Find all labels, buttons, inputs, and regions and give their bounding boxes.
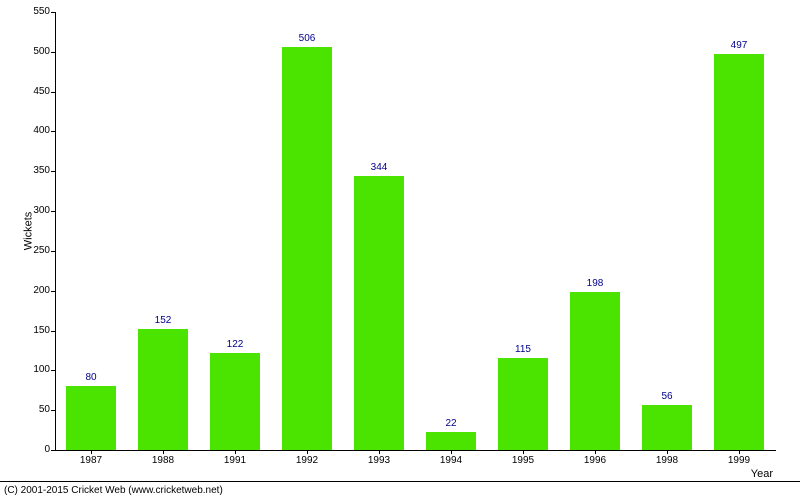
y-tick-mark bbox=[51, 251, 55, 252]
bar-value-label: 497 bbox=[731, 40, 748, 51]
bar-value-label: 122 bbox=[227, 339, 244, 350]
x-tick-label: 1994 bbox=[440, 455, 462, 466]
bar-value-label: 198 bbox=[587, 278, 604, 289]
y-tick-mark bbox=[51, 171, 55, 172]
y-tick-label: 150 bbox=[20, 325, 50, 336]
y-tick-label: 50 bbox=[20, 404, 50, 415]
x-axis-label: Year bbox=[751, 468, 773, 480]
y-tick-mark bbox=[51, 450, 55, 451]
y-tick-mark bbox=[51, 370, 55, 371]
x-tick-mark bbox=[163, 450, 164, 454]
x-tick-mark bbox=[739, 450, 740, 454]
bar bbox=[282, 47, 332, 450]
x-tick-mark bbox=[667, 450, 668, 454]
bar-value-label: 115 bbox=[515, 344, 531, 355]
x-tick-label: 1999 bbox=[728, 455, 750, 466]
y-tick-mark bbox=[51, 331, 55, 332]
y-tick-mark bbox=[51, 291, 55, 292]
y-tick-mark bbox=[51, 131, 55, 132]
y-tick-mark bbox=[51, 92, 55, 93]
bar-value-label: 506 bbox=[299, 33, 316, 44]
y-tick-label: 250 bbox=[20, 245, 50, 256]
y-tick-label: 100 bbox=[20, 364, 50, 375]
bar-value-label: 56 bbox=[661, 391, 672, 402]
y-tick-label: 0 bbox=[20, 444, 50, 455]
x-tick-label: 1992 bbox=[296, 455, 318, 466]
y-tick-label: 350 bbox=[20, 165, 50, 176]
x-tick-mark bbox=[595, 450, 596, 454]
bar bbox=[210, 353, 260, 450]
x-tick-mark bbox=[307, 450, 308, 454]
bar bbox=[426, 432, 476, 450]
x-tick-label: 1987 bbox=[80, 455, 102, 466]
x-tick-mark bbox=[451, 450, 452, 454]
x-tick-label: 1993 bbox=[368, 455, 390, 466]
bar bbox=[66, 386, 116, 450]
bar bbox=[570, 292, 620, 450]
x-tick-mark bbox=[91, 450, 92, 454]
copyright-divider bbox=[0, 481, 800, 482]
x-tick-mark bbox=[379, 450, 380, 454]
bar bbox=[714, 54, 764, 450]
x-tick-mark bbox=[235, 450, 236, 454]
x-tick-mark bbox=[523, 450, 524, 454]
bar-value-label: 80 bbox=[85, 372, 96, 383]
bar bbox=[642, 405, 692, 450]
copyright-text: (C) 2001-2015 Cricket Web (www.cricketwe… bbox=[4, 485, 223, 496]
y-tick-mark bbox=[51, 410, 55, 411]
bar bbox=[138, 329, 188, 450]
bar-value-label: 344 bbox=[371, 162, 388, 173]
y-tick-mark bbox=[51, 52, 55, 53]
x-tick-label: 1995 bbox=[512, 455, 534, 466]
x-tick-label: 1998 bbox=[656, 455, 678, 466]
bar-value-label: 22 bbox=[445, 418, 456, 429]
y-tick-label: 550 bbox=[20, 6, 50, 17]
y-tick-label: 400 bbox=[20, 125, 50, 136]
bar-value-label: 152 bbox=[155, 315, 172, 326]
bar bbox=[354, 176, 404, 450]
y-tick-label: 450 bbox=[20, 86, 50, 97]
y-tick-label: 500 bbox=[20, 46, 50, 57]
y-tick-label: 300 bbox=[20, 205, 50, 216]
y-tick-mark bbox=[51, 211, 55, 212]
x-tick-label: 1991 bbox=[224, 455, 246, 466]
y-tick-mark bbox=[51, 12, 55, 13]
x-tick-label: 1996 bbox=[584, 455, 606, 466]
y-tick-label: 200 bbox=[20, 285, 50, 296]
x-tick-label: 1988 bbox=[152, 455, 174, 466]
bar bbox=[498, 358, 548, 450]
chart-container: Wickets Year 050100150200250300350400450… bbox=[0, 0, 800, 500]
